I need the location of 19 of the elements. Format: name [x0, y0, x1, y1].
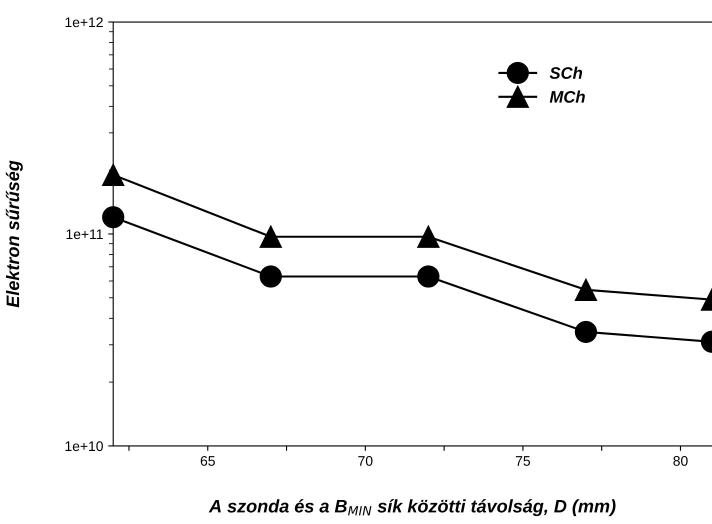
point [574, 278, 598, 301]
x-tick-label: 80 [673, 456, 688, 466]
y-tick-label: 1e+12 [66, 17, 103, 28]
y-tick-label: 1e+10 [66, 441, 103, 452]
legend-label: SCh [550, 66, 582, 79]
y-tick-label: 1e+11 [66, 229, 103, 240]
x-tick-label: 70 [358, 456, 373, 466]
point [260, 226, 282, 248]
x-axis-title: A szonda és a B$_{MIN}$ sík közötti távolság, D (mm) [208, 499, 616, 516]
point [574, 320, 598, 344]
point [102, 164, 124, 186]
x-tick-label: 65 [200, 456, 215, 466]
x-tick-label: 75 [516, 456, 530, 466]
point [260, 265, 282, 288]
point [417, 226, 440, 248]
point [417, 265, 440, 288]
legend-label: MCh [550, 90, 585, 103]
point [102, 206, 124, 228]
y-axis-title: Elektron sűrűség [6, 160, 23, 308]
